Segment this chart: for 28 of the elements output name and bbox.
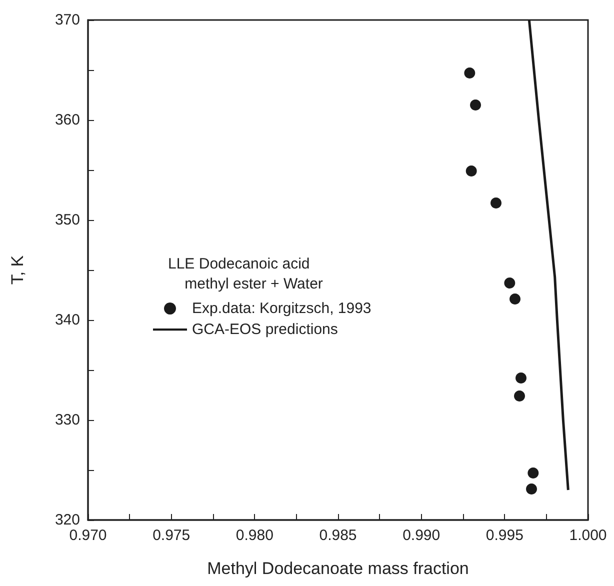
x-axis-title: Methyl Dodecanoate mass fraction bbox=[207, 559, 469, 578]
point bbox=[510, 294, 520, 304]
x-tick-label: 0.975 bbox=[152, 527, 190, 544]
point bbox=[516, 372, 526, 384]
point bbox=[466, 166, 477, 176]
point bbox=[528, 468, 539, 478]
point bbox=[464, 68, 476, 78]
legend-label: Exp.data: Korgitzsch, 1993 bbox=[192, 300, 372, 317]
point bbox=[490, 198, 502, 208]
x-tick-label: 1.000 bbox=[569, 527, 607, 544]
y-tick-label: 360 bbox=[54, 112, 80, 128]
x-tick-label: 0.985 bbox=[319, 527, 357, 544]
y-tick-label: 330 bbox=[54, 412, 80, 428]
y-tick-label: 370 bbox=[54, 12, 80, 28]
point bbox=[504, 278, 516, 288]
legend-title: LLE Dodecanoic acid methyl ester + Water bbox=[168, 256, 323, 292]
x-tick-label: 0.990 bbox=[402, 527, 440, 544]
legend-label: GCA-EOS predictions bbox=[192, 321, 338, 338]
x-tick-label: 0.980 bbox=[236, 527, 274, 544]
x-tick-label: 0.995 bbox=[486, 527, 524, 544]
point bbox=[470, 100, 481, 110]
y-tick-label: 320 bbox=[54, 512, 80, 528]
y-tick-label: 350 bbox=[54, 212, 80, 228]
x-tick-label: 0.970 bbox=[69, 527, 107, 544]
point bbox=[514, 390, 525, 402]
y-axis-title: T, K bbox=[8, 254, 27, 285]
point bbox=[526, 484, 537, 494]
y-tick-label: 340 bbox=[54, 312, 80, 328]
